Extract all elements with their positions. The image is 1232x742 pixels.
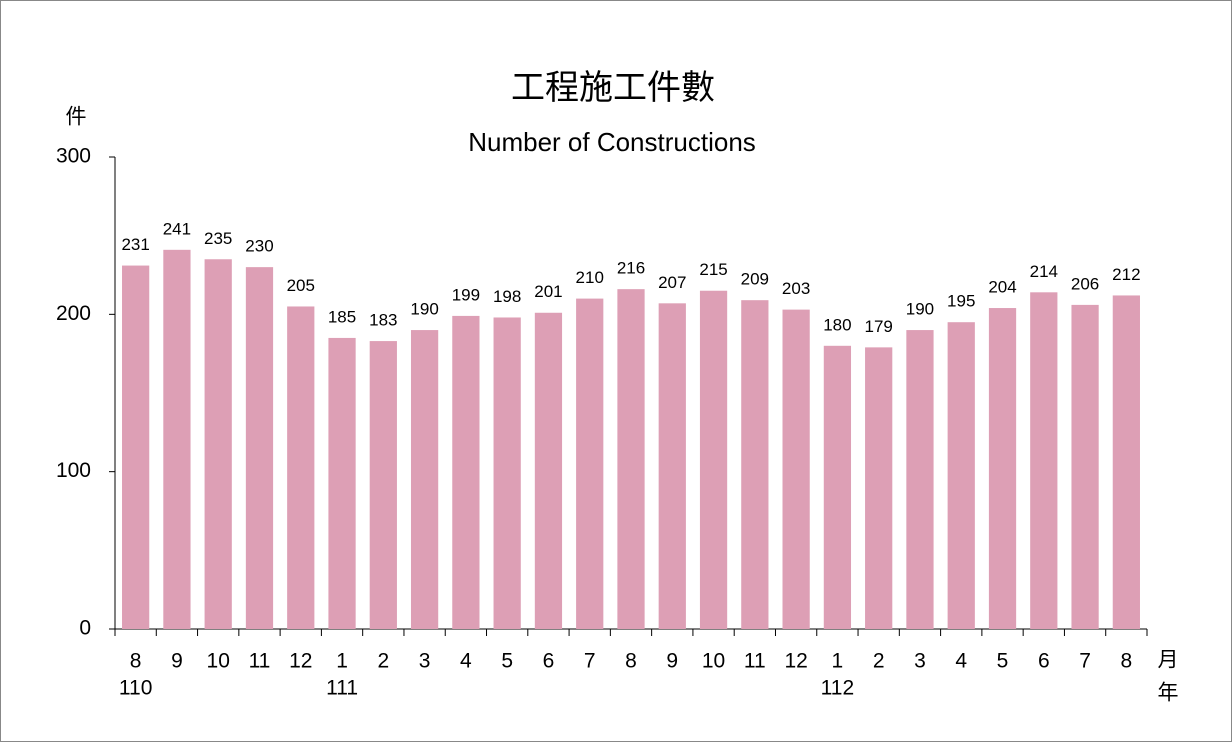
data-label: 179 [864,317,892,336]
data-label: 201 [534,282,562,301]
x-tick-label: 1 [832,650,844,673]
y-axis-label: 件 [66,106,87,129]
x-tick-label: 5 [997,650,1009,673]
year-label: 112 [821,677,854,700]
chart-subtitle: Number of Constructions [468,127,756,157]
bar [1071,304,1099,629]
x-tick-label: 4 [955,650,967,673]
bar [617,289,645,629]
x-tick-label: 8 [1121,650,1133,673]
x-tick-label: 2 [873,650,885,673]
bar [410,330,439,629]
x-tick-label: 11 [744,650,766,673]
x-tick-label: 6 [1038,650,1050,673]
data-label: 231 [121,235,149,254]
data-label: 212 [1112,265,1140,284]
data-label: 195 [947,292,975,311]
x-tick-label: 3 [419,650,431,673]
bar [204,259,232,629]
bar [906,330,934,629]
bar [328,337,356,629]
x-tick-label: 12 [784,650,807,673]
bar [988,308,1017,629]
data-label: 210 [576,268,604,287]
x-tick-label: 9 [171,650,183,673]
bar [452,315,480,629]
bar [369,341,397,629]
y-tick-label: 0 [79,617,91,640]
x-axis-label-month: 月 [1158,649,1179,672]
x-tick-label: 7 [1079,650,1091,673]
y-tick-label: 100 [56,459,91,482]
data-label: 241 [163,219,191,238]
y-tick-label: 300 [56,145,91,168]
x-tick-label: 3 [914,650,926,673]
data-label: 183 [369,311,397,330]
year-label: 110 [119,677,152,700]
data-label: 190 [906,300,934,319]
x-tick-label: 8 [625,650,637,673]
x-tick-label: 4 [460,650,472,673]
data-label: 198 [493,287,521,306]
data-label: 199 [452,285,480,304]
data-label: 207 [658,273,686,292]
bar [493,317,521,629]
chart-title: 工程施工件數 [511,68,715,108]
data-label: 204 [988,278,1016,297]
x-axis-label-year: 年 [1158,682,1179,705]
x-tick-label: 12 [289,650,312,673]
year-label: 111 [326,677,358,700]
data-label: 214 [1030,262,1058,281]
data-label: 205 [287,276,315,295]
x-tick-label: 9 [666,650,678,673]
bar [658,303,686,629]
x-tick-label: 6 [543,650,555,673]
x-tick-label: 10 [207,650,230,673]
bar [823,345,852,629]
bar [865,347,893,629]
bar [122,265,150,629]
bar [699,290,728,629]
bar [245,267,274,629]
data-label: 206 [1071,274,1099,293]
bar [576,298,604,629]
x-tick-label: 11 [249,650,271,673]
data-label: 185 [328,307,356,326]
bar [1112,295,1140,629]
bar [163,249,191,629]
x-tick-label: 2 [377,650,389,673]
data-label: 216 [617,259,645,278]
data-label: 203 [782,279,810,298]
x-tick-label: 5 [501,650,513,673]
data-label: 215 [699,260,727,279]
x-tick-label: 1 [336,650,348,673]
bar [782,309,810,629]
data-label: 180 [823,315,851,334]
bar [947,322,975,629]
bar [1030,292,1058,629]
data-label: 209 [741,270,769,289]
y-tick-label: 200 [56,302,91,325]
bar [287,306,315,629]
data-label: 230 [245,237,273,256]
bar [741,300,769,629]
bar [534,312,563,629]
x-tick-label: 7 [584,650,596,673]
x-tick-label: 10 [702,650,725,673]
data-label: 235 [204,229,232,248]
data-label: 190 [410,300,438,319]
x-tick-label: 8 [130,650,142,673]
